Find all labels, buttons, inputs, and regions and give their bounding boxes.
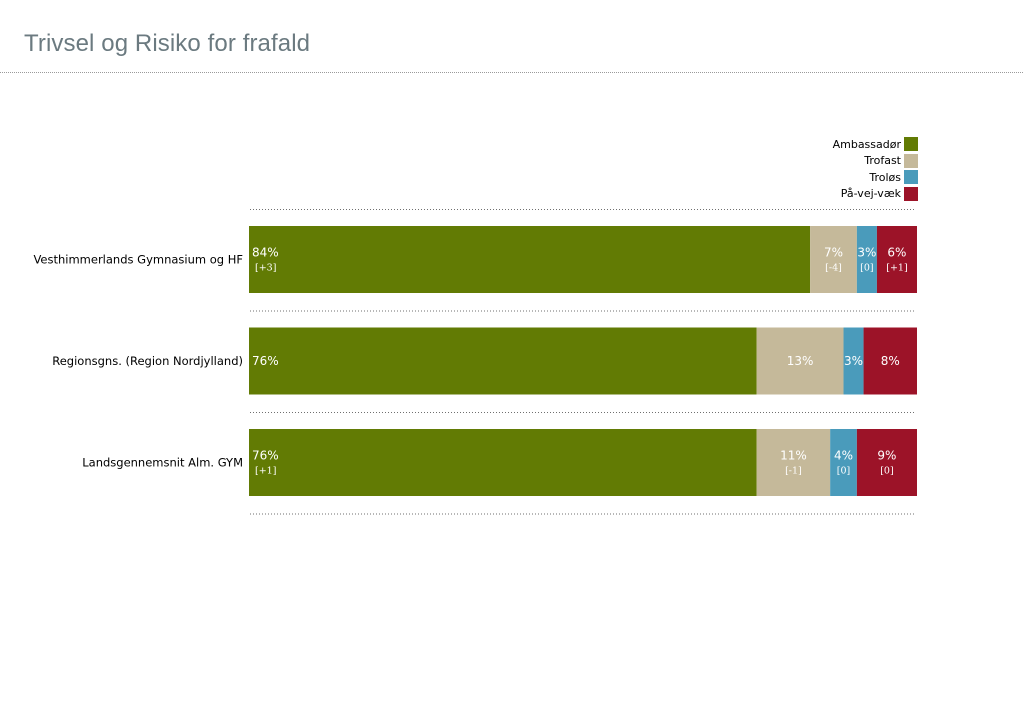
legend-label: Trofast bbox=[864, 154, 901, 168]
legend-swatch bbox=[904, 170, 918, 185]
change-label: [0] bbox=[860, 263, 873, 274]
data-label: 84% bbox=[252, 246, 279, 260]
change-label: [+3] bbox=[255, 263, 276, 274]
change-label: [-4] bbox=[825, 263, 842, 274]
data-label: 8% bbox=[881, 354, 900, 368]
bar-segment bbox=[856, 429, 917, 496]
category-label: Landsgennemsnit Alm. GYM bbox=[82, 456, 243, 470]
legend-swatch bbox=[904, 186, 918, 201]
legend-swatch bbox=[904, 153, 918, 168]
bar-segment bbox=[756, 327, 844, 395]
bar-segment bbox=[863, 327, 917, 395]
page-title: Trivsel og Risiko for frafald bbox=[24, 30, 311, 57]
legend-item-trofast: Trofast bbox=[718, 153, 918, 170]
data-label: 3% bbox=[844, 354, 863, 368]
data-label: 6% bbox=[887, 246, 906, 260]
data-label: 4% bbox=[834, 449, 853, 463]
chart-legend: Ambassadør Trofast Troløs På-vej-væk bbox=[718, 136, 918, 202]
data-label: 13% bbox=[787, 354, 814, 368]
data-label: 11% bbox=[780, 449, 807, 463]
data-label: 3% bbox=[857, 246, 876, 260]
change-label: [0] bbox=[880, 466, 893, 477]
legend-item-trolos: Troløs bbox=[718, 169, 918, 186]
change-label: [+1] bbox=[886, 263, 907, 274]
bar-segment bbox=[249, 429, 757, 496]
legend-item-ambassador: Ambassadør bbox=[718, 136, 918, 153]
legend-label: Troløs bbox=[869, 170, 901, 184]
data-label: 9% bbox=[877, 449, 896, 463]
bar-segment bbox=[249, 327, 757, 395]
title-divider bbox=[0, 72, 1023, 73]
category-label: Vesthimmerlands Gymnasium og HF bbox=[33, 253, 243, 267]
legend-item-paa-vej-vaek: På-vej-væk bbox=[718, 186, 918, 203]
data-label: 76% bbox=[252, 354, 279, 368]
change-label: [-1] bbox=[785, 466, 802, 477]
bar-segment bbox=[830, 429, 857, 496]
legend-label: Ambassadør bbox=[832, 137, 901, 151]
bar-segment bbox=[856, 226, 877, 293]
bar-segment bbox=[843, 327, 864, 395]
bar-segment bbox=[249, 226, 811, 293]
category-label: Regionsgns. (Region Nordjylland) bbox=[52, 354, 243, 368]
bar-segment bbox=[810, 226, 857, 293]
bar-segment bbox=[756, 429, 831, 496]
legend-swatch bbox=[904, 137, 918, 152]
data-label: 7% bbox=[824, 246, 843, 260]
change-label: [0] bbox=[837, 466, 850, 477]
data-label: 76% bbox=[252, 449, 279, 463]
bar-segment bbox=[876, 226, 917, 293]
legend-label: På-vej-væk bbox=[840, 187, 901, 201]
change-label: [+1] bbox=[255, 466, 276, 477]
